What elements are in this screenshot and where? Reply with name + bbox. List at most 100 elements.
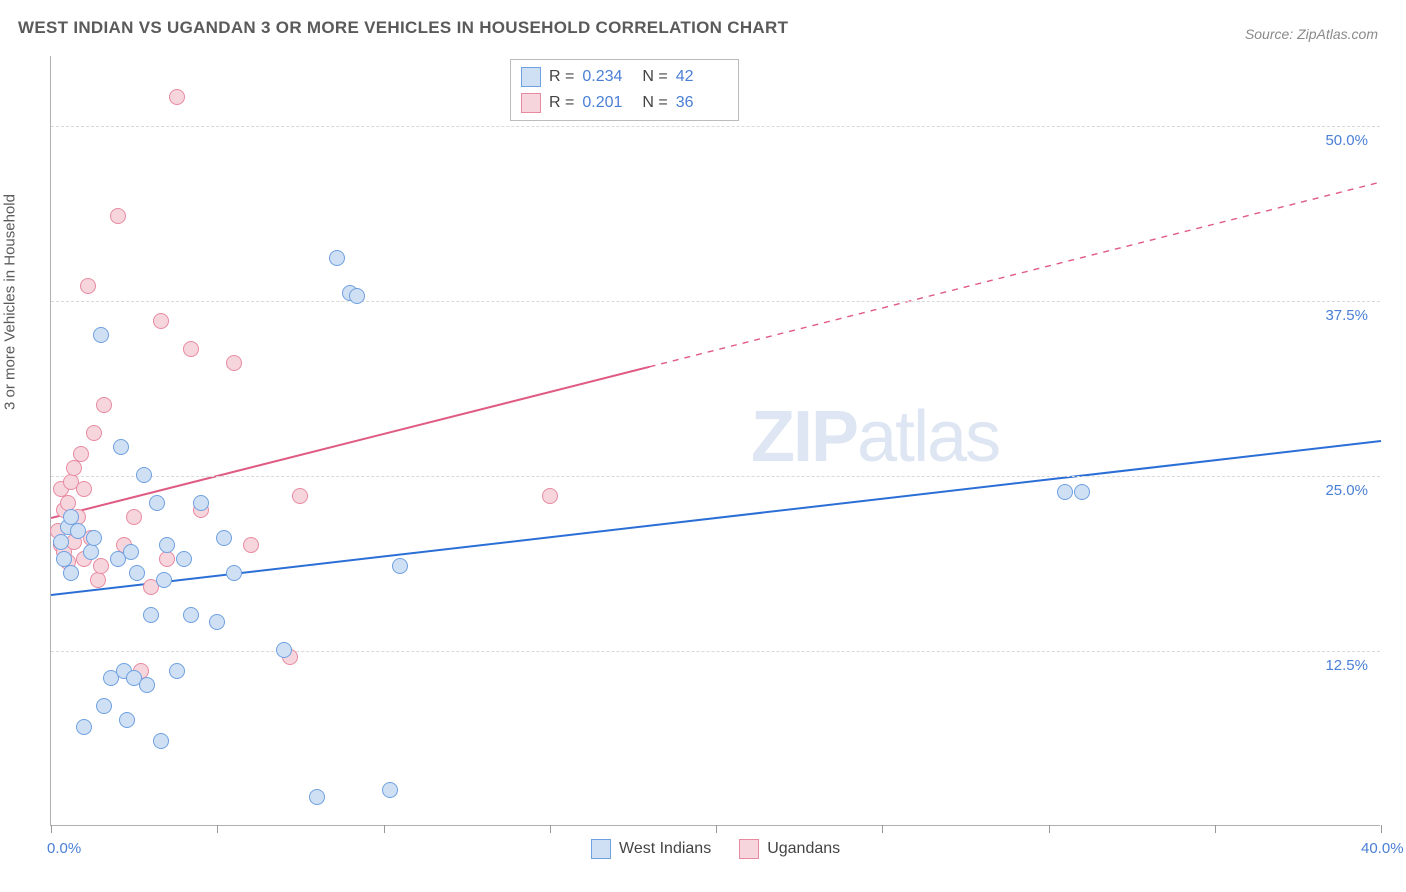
data-point: [123, 544, 139, 560]
data-point: [153, 733, 169, 749]
data-point: [126, 509, 142, 525]
x-tick-label: 40.0%: [1361, 840, 1404, 857]
legend-swatch: [521, 93, 541, 113]
watermark: ZIPatlas: [751, 396, 999, 478]
y-tick-label: 25.0%: [1325, 482, 1368, 499]
data-point: [159, 551, 175, 567]
gridline: [51, 126, 1380, 127]
legend-label: Ugandans: [767, 840, 840, 858]
data-point: [309, 789, 325, 805]
x-tick: [1381, 825, 1382, 833]
data-point: [93, 558, 109, 574]
stat-n-value: 36: [676, 94, 728, 112]
trend-line: [51, 441, 1381, 595]
data-point: [292, 488, 308, 504]
data-point: [83, 544, 99, 560]
data-point: [96, 397, 112, 413]
data-point: [63, 565, 79, 581]
data-point: [169, 89, 185, 105]
data-point: [1057, 484, 1073, 500]
data-point: [176, 551, 192, 567]
data-point: [113, 439, 129, 455]
data-point: [76, 481, 92, 497]
stats-row: R = 0.201 N = 36: [521, 90, 728, 116]
data-point: [209, 614, 225, 630]
y-tick-label: 37.5%: [1325, 307, 1368, 324]
data-point: [136, 467, 152, 483]
gridline: [51, 651, 1380, 652]
stat-key: R =: [549, 94, 574, 112]
data-point: [96, 698, 112, 714]
y-tick-label: 12.5%: [1325, 657, 1368, 674]
data-point: [382, 782, 398, 798]
plot-area: ZIPatlas R =0.234N =42R =0.201N =36 West…: [50, 56, 1380, 826]
data-point: [73, 446, 89, 462]
data-point: [80, 278, 96, 294]
data-point: [119, 712, 135, 728]
x-tick-label: 0.0%: [47, 840, 81, 857]
gridline: [51, 476, 1380, 477]
legend-item: West Indians: [591, 839, 711, 859]
trend-line-dashed: [650, 182, 1382, 367]
chart-container: WEST INDIAN VS UGANDAN 3 OR MORE VEHICLE…: [0, 0, 1406, 892]
trend-line: [51, 367, 650, 518]
data-point: [53, 534, 69, 550]
stat-key: R =: [549, 68, 574, 86]
data-point: [183, 341, 199, 357]
x-tick: [1049, 825, 1050, 833]
data-point: [329, 250, 345, 266]
bottom-legend: West Indians Ugandans: [591, 839, 840, 859]
trend-lines-svg: [51, 56, 1381, 826]
data-point: [90, 572, 106, 588]
data-point: [216, 530, 232, 546]
data-point: [156, 572, 172, 588]
legend-item: Ugandans: [739, 839, 840, 859]
watermark-bold: ZIP: [751, 397, 857, 477]
data-point: [226, 355, 242, 371]
source-label: Source: ZipAtlas.com: [1245, 26, 1378, 42]
data-point: [86, 425, 102, 441]
data-point: [276, 642, 292, 658]
x-tick: [550, 825, 551, 833]
watermark-rest: atlas: [857, 397, 999, 477]
x-tick: [217, 825, 218, 833]
x-tick: [716, 825, 717, 833]
data-point: [392, 558, 408, 574]
x-tick: [384, 825, 385, 833]
data-point: [93, 327, 109, 343]
legend-label: West Indians: [619, 840, 711, 858]
data-point: [349, 288, 365, 304]
data-point: [139, 677, 155, 693]
data-point: [110, 208, 126, 224]
data-point: [86, 530, 102, 546]
x-tick: [51, 825, 52, 833]
data-point: [66, 460, 82, 476]
data-point: [243, 537, 259, 553]
y-axis-label: 3 or more Vehicles in Household: [2, 194, 19, 410]
data-point: [193, 495, 209, 511]
data-point: [226, 565, 242, 581]
x-tick: [882, 825, 883, 833]
data-point: [183, 607, 199, 623]
x-tick: [1215, 825, 1216, 833]
data-point: [70, 523, 86, 539]
chart-title: WEST INDIAN VS UGANDAN 3 OR MORE VEHICLE…: [18, 18, 788, 38]
data-point: [169, 663, 185, 679]
legend-swatch: [739, 839, 759, 859]
data-point: [159, 537, 175, 553]
stat-key: N =: [642, 94, 667, 112]
data-point: [76, 719, 92, 735]
legend-swatch: [591, 839, 611, 859]
stat-r-value: 0.234: [582, 68, 634, 86]
y-tick-label: 50.0%: [1325, 132, 1368, 149]
stat-n-value: 42: [676, 68, 728, 86]
stat-key: N =: [642, 68, 667, 86]
legend-swatch: [521, 67, 541, 87]
gridline: [51, 301, 1380, 302]
data-point: [129, 565, 145, 581]
data-point: [542, 488, 558, 504]
data-point: [149, 495, 165, 511]
data-point: [143, 607, 159, 623]
stats-legend-box: R = 0.234 N = 42 R = 0.201 N = 36: [510, 59, 739, 121]
stat-r-value: 0.201: [582, 94, 634, 112]
